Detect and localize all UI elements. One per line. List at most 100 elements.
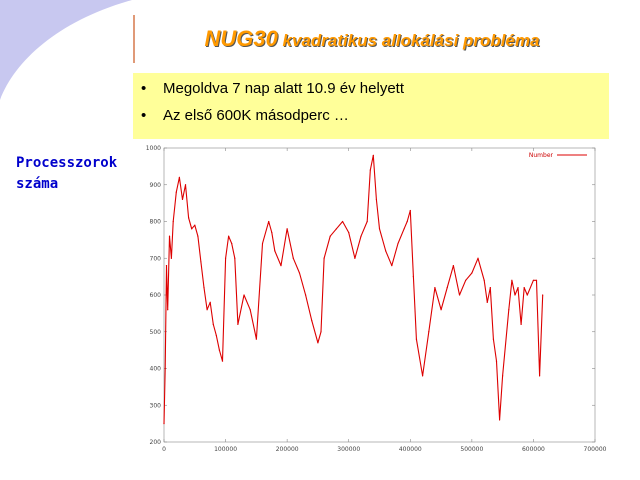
data-point bbox=[280, 265, 282, 267]
data-point bbox=[165, 265, 168, 267]
side-label-line1: Processzorok bbox=[16, 155, 118, 171]
data-point bbox=[535, 279, 538, 281]
bullet-text: Az első 600K másodperc … bbox=[163, 106, 349, 124]
data-point bbox=[440, 309, 442, 311]
data-point bbox=[446, 287, 448, 289]
data-point bbox=[492, 338, 495, 340]
data-point bbox=[335, 228, 337, 230]
x-tick-label: 300000 bbox=[337, 446, 360, 453]
data-point bbox=[538, 375, 541, 377]
data-point bbox=[206, 309, 208, 311]
data-point bbox=[495, 360, 498, 362]
y-tick-label: 800 bbox=[150, 219, 162, 226]
data-point bbox=[184, 184, 187, 186]
bullet-item: • Megoldva 7 nap alatt 10.9 év helyett bbox=[141, 77, 404, 99]
data-point bbox=[170, 257, 172, 259]
data-point bbox=[498, 419, 501, 421]
data-point bbox=[175, 191, 177, 193]
bullet-dot-icon: • bbox=[141, 79, 147, 97]
data-point bbox=[366, 220, 368, 223]
y-tick-label: 400 bbox=[150, 366, 162, 373]
data-point bbox=[483, 279, 485, 281]
x-tick-label: 700000 bbox=[584, 446, 607, 453]
data-point bbox=[428, 331, 430, 333]
data-point bbox=[209, 301, 211, 303]
data-point bbox=[271, 231, 273, 234]
y-tick-label: 500 bbox=[150, 329, 162, 336]
data-point bbox=[372, 154, 374, 156]
data-point bbox=[526, 294, 528, 296]
data-point bbox=[274, 250, 276, 252]
data-point bbox=[502, 375, 504, 377]
data-point bbox=[231, 242, 233, 245]
data-point bbox=[323, 257, 325, 259]
slide-title: NUG30 kvadratikus allokálási probléma bbox=[204, 26, 539, 52]
y-tick-label: 600 bbox=[150, 292, 162, 299]
y-tick-label: 900 bbox=[150, 182, 162, 189]
background-arc bbox=[0, 0, 132, 100]
data-point bbox=[203, 287, 205, 289]
data-point bbox=[237, 323, 239, 325]
x-tick-label: 0 bbox=[162, 446, 166, 453]
data-point bbox=[532, 279, 535, 281]
data-point bbox=[200, 261, 202, 263]
data-point bbox=[292, 257, 294, 259]
data-point bbox=[412, 276, 414, 278]
data-point bbox=[164, 367, 166, 370]
data-point bbox=[341, 220, 344, 223]
y-axis-side-label: Processzorok száma bbox=[16, 153, 136, 195]
data-point bbox=[298, 272, 301, 274]
title-main: NUG30 bbox=[204, 26, 278, 51]
data-point bbox=[385, 250, 387, 252]
data-point bbox=[197, 235, 199, 237]
data-point bbox=[329, 235, 331, 237]
bullet-text: Megoldva 7 nap alatt 10.9 év helyett bbox=[163, 79, 404, 97]
data-point bbox=[523, 287, 525, 289]
series-line-number bbox=[163, 154, 544, 424]
data-point bbox=[458, 294, 461, 296]
data-point bbox=[360, 235, 362, 237]
title-box: NUG30 kvadratikus allokálási probléma bbox=[133, 15, 609, 63]
data-point bbox=[221, 360, 224, 362]
data-point bbox=[212, 323, 214, 325]
bullet-item: • Az első 600K másodperc … bbox=[141, 104, 349, 126]
bullet-list: • Megoldva 7 nap alatt 10.9 év helyett •… bbox=[133, 73, 609, 139]
x-tick-label: 200000 bbox=[276, 446, 299, 453]
x-tick-label: 600000 bbox=[522, 446, 545, 453]
data-point bbox=[243, 294, 245, 296]
data-point bbox=[194, 224, 196, 226]
data-point bbox=[348, 231, 350, 234]
y-tick-label: 200 bbox=[150, 439, 162, 446]
data-point bbox=[514, 294, 516, 296]
data-point bbox=[397, 242, 399, 245]
data-point bbox=[168, 235, 171, 237]
data-point bbox=[520, 323, 522, 325]
data-point bbox=[422, 375, 424, 377]
data-point bbox=[255, 338, 257, 340]
data-point bbox=[542, 294, 544, 296]
y-tick-label: 700 bbox=[150, 255, 162, 262]
data-point bbox=[249, 309, 251, 311]
data-point bbox=[163, 423, 165, 425]
data-point bbox=[215, 334, 217, 337]
data-point bbox=[465, 279, 467, 281]
x-tick-label: 400000 bbox=[399, 446, 422, 453]
data-point bbox=[305, 294, 307, 296]
data-point bbox=[320, 331, 322, 333]
data-point bbox=[268, 220, 270, 223]
data-point bbox=[218, 349, 221, 351]
y-tick-label: 1000 bbox=[146, 145, 161, 152]
data-point bbox=[354, 257, 356, 259]
data-point bbox=[517, 287, 519, 289]
data-point bbox=[188, 217, 190, 219]
side-label-line2: száma bbox=[16, 176, 59, 192]
data-point bbox=[224, 257, 227, 259]
data-point bbox=[471, 272, 473, 274]
bullet-dot-icon: • bbox=[141, 106, 147, 124]
data-point bbox=[406, 220, 408, 223]
title-rest: kvadratikus allokálási probléma bbox=[277, 31, 540, 50]
data-point bbox=[511, 279, 513, 281]
plot-frame bbox=[163, 147, 596, 443]
data-point bbox=[172, 220, 174, 223]
